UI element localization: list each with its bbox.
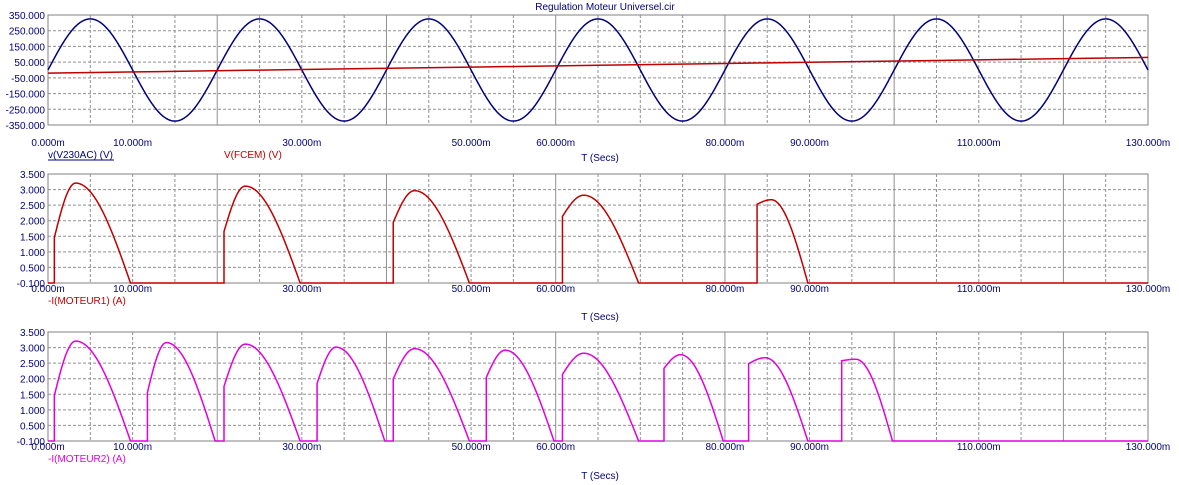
x-tick-label: 50.000m [452, 284, 491, 295]
x-tick-label: 80.000m [705, 138, 744, 149]
series-line-1 [48, 340, 1148, 442]
x-tick-label: 10.000m [113, 284, 152, 295]
x-tick-label: 50.000m [452, 442, 491, 453]
x-tick-label: 110.000m [957, 138, 1001, 149]
y-tick-label: 2.000 [20, 217, 45, 228]
y-tick-label: -350.000 [6, 121, 46, 132]
y-tick-label: 1.000 [20, 248, 45, 259]
x-tick-label: 10.000m [113, 138, 152, 149]
legend-entry: v(V230AC) (V) [48, 150, 113, 161]
y-tick-label: 3.500 [20, 328, 45, 339]
chart-panel-2: 3.500 3.000 2.500 2.000 1.500 1.000 0.500 -0.10… [17, 170, 1171, 323]
x-tick-label: 110.000m [957, 284, 1001, 295]
chart-panel-1: 350.000 250.000 150.000 50.000 -50.000 -150.0… [6, 11, 1171, 164]
y-tick-label: -0.100 [17, 279, 46, 290]
y-tick-label: -0.100 [17, 437, 46, 448]
y-tick-label: 1.500 [20, 390, 45, 401]
y-tick-label: 3.000 [20, 344, 45, 355]
y-tick-label: 150.000 [9, 42, 46, 53]
chart-panel-3: 3.500 3.000 2.500 2.000 1.500 1.000 0.500 -0.10… [17, 328, 1171, 482]
x-tick-label: 130.000m [1126, 284, 1170, 295]
y-tick-label: -150.000 [6, 90, 46, 101]
y-tick-label: 3.000 [20, 186, 45, 197]
x-tick-label: 30.000m [282, 442, 321, 453]
x-tick-label: 110.000m [957, 442, 1001, 453]
y-tick-label: 0.500 [20, 263, 45, 274]
legend-entry: V(FCEM) (V) [224, 150, 282, 161]
y-tick-label: 2.500 [20, 201, 45, 212]
x-tick-label: 0.000m [31, 138, 64, 149]
x-axis-label: T (Secs) [581, 471, 619, 482]
x-tick-label: 50.000m [452, 138, 491, 149]
y-tick-label: 1.000 [20, 406, 45, 417]
x-tick-label: 0.000m [31, 442, 64, 453]
y-tick-label: 2.000 [20, 375, 45, 386]
y-tick-label: -250.000 [6, 105, 46, 116]
legend-entry: -I(MOTEUR2) (A) [48, 454, 126, 465]
x-axis-label: T (Secs) [581, 153, 619, 164]
x-tick-label: 60.000m [536, 442, 575, 453]
x-tick-label: 130.000m [1126, 442, 1170, 453]
x-tick-label: 0.000m [31, 284, 64, 295]
y-tick-label: 2.500 [20, 359, 45, 370]
x-tick-label: 90.000m [790, 442, 829, 453]
series-line-1 [47, 18, 1149, 122]
x-axis-label: T (Secs) [581, 312, 619, 323]
y-tick-label: 3.500 [20, 170, 45, 181]
y-tick-label: 0.500 [20, 421, 45, 432]
x-tick-label: 90.000m [790, 284, 829, 295]
x-tick-label: 130.000m [1126, 138, 1170, 149]
x-tick-label: 60.000m [536, 138, 575, 149]
x-tick-label: 60.000m [536, 284, 575, 295]
y-tick-label: 1.500 [20, 232, 45, 243]
x-tick-label: 80.000m [705, 442, 744, 453]
y-tick-label: 250.000 [9, 27, 46, 38]
y-tick-label: -50.000 [11, 74, 45, 85]
chart-title: Regulation Moteur Universel.cir [535, 2, 675, 13]
legend-entry: -I(MOTEUR1) (A) [48, 296, 126, 307]
series-line-1 [48, 182, 1148, 284]
x-tick-label: 30.000m [282, 284, 321, 295]
x-tick-label: 10.000m [113, 442, 152, 453]
y-tick-label: 350.000 [9, 11, 46, 22]
y-tick-label: 50.000 [14, 58, 45, 69]
x-tick-label: 80.000m [705, 284, 744, 295]
x-tick-label: 30.000m [282, 138, 321, 149]
x-tick-label: 90.000m [790, 138, 829, 149]
series-line-2 [47, 56, 1149, 74]
